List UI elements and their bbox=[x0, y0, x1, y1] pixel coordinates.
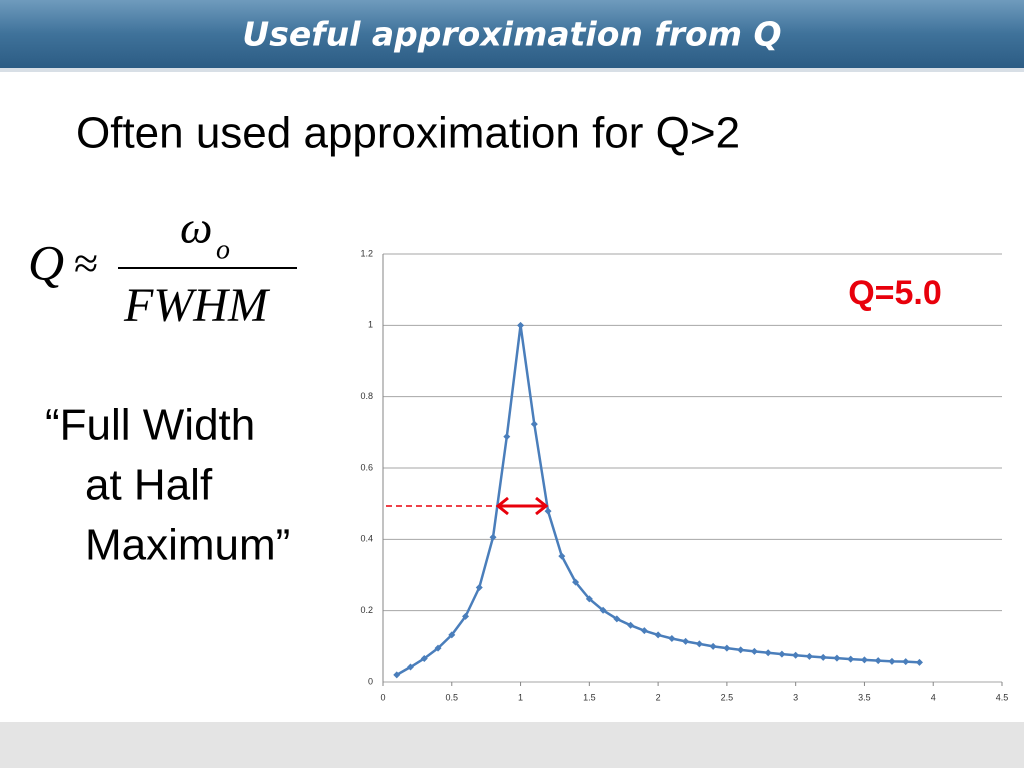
y-tick-label: 0.4 bbox=[360, 534, 373, 544]
data-point bbox=[778, 650, 786, 658]
data-point bbox=[572, 578, 580, 586]
footer-band bbox=[0, 722, 1024, 768]
data-point bbox=[847, 655, 855, 663]
data-point bbox=[558, 552, 566, 560]
data-point bbox=[613, 615, 621, 623]
formula-numerator: ω bbox=[180, 202, 212, 253]
data-point bbox=[833, 654, 841, 662]
data-point bbox=[750, 647, 758, 655]
data-point bbox=[860, 656, 868, 664]
formula-relation: ≈ bbox=[74, 239, 98, 288]
data-point bbox=[627, 621, 635, 629]
data-point bbox=[420, 654, 428, 662]
data-point bbox=[874, 657, 882, 665]
header-shadow bbox=[0, 68, 1024, 72]
data-point bbox=[792, 651, 800, 659]
data-point bbox=[393, 671, 401, 679]
x-tick-label: 1.5 bbox=[583, 692, 596, 702]
data-point bbox=[448, 631, 456, 639]
slide-title: Useful approximation from Q bbox=[242, 15, 781, 54]
data-point bbox=[819, 653, 827, 661]
chart: 0 0.2 0.4 0.6 0.8 1 1.2 0 0.5 1 1.5 2 2.5 3 3.5 4 4.5 bbox=[360, 248, 1008, 702]
x-tick-label: 0 bbox=[380, 692, 385, 702]
data-point bbox=[407, 663, 415, 671]
x-tick-label: 3.5 bbox=[858, 692, 871, 702]
data-point bbox=[915, 658, 923, 666]
x-tick-label: 4.5 bbox=[996, 692, 1009, 702]
data-point bbox=[503, 433, 511, 441]
data-point bbox=[489, 533, 497, 541]
x-tick-label: 4 bbox=[931, 692, 936, 702]
x-tick-label: 0.5 bbox=[446, 692, 459, 702]
data-point bbox=[530, 420, 538, 428]
fwhm-arrow bbox=[495, 496, 549, 516]
y-tick-label: 0.2 bbox=[360, 605, 373, 615]
formula-subscript: o bbox=[216, 234, 230, 265]
data-point bbox=[888, 657, 896, 665]
formula: Q ≈ ω o FWHM bbox=[28, 202, 297, 332]
data-point bbox=[709, 642, 717, 650]
y-tick-label: 0.6 bbox=[360, 462, 373, 472]
formula-lhs: Q bbox=[28, 234, 64, 290]
data-point bbox=[654, 631, 662, 639]
data-point bbox=[544, 507, 552, 515]
data-point bbox=[640, 627, 648, 635]
y-tick-label: 1 bbox=[368, 320, 373, 330]
quote: “Full Width at Half Maximum” bbox=[45, 401, 290, 570]
y-tick-label: 0.8 bbox=[360, 391, 373, 401]
x-tick-label: 3 bbox=[793, 692, 798, 702]
y-tick-label: 0 bbox=[368, 676, 373, 686]
data-point bbox=[805, 652, 813, 660]
data-point bbox=[682, 637, 690, 645]
x-tick-label: 1 bbox=[518, 692, 523, 702]
data-point bbox=[517, 321, 525, 329]
subtitle: Often used approximation for Q>2 bbox=[76, 109, 740, 158]
header-bar bbox=[0, 0, 1024, 68]
data-point bbox=[723, 644, 731, 652]
quote-line: “Full Width bbox=[45, 401, 255, 450]
data-point bbox=[668, 634, 676, 642]
data-point bbox=[434, 644, 442, 652]
x-tick-label: 2 bbox=[656, 692, 661, 702]
data-point bbox=[902, 658, 910, 666]
data-point bbox=[737, 646, 745, 654]
chart-annotation: Q=5.0 bbox=[848, 274, 942, 312]
data-point bbox=[475, 583, 483, 591]
quote-line: Maximum” bbox=[85, 521, 290, 570]
quote-line: at Half bbox=[85, 461, 213, 510]
y-tick-label: 1.2 bbox=[360, 248, 373, 258]
data-point bbox=[599, 606, 607, 614]
formula-denominator: FWHM bbox=[123, 279, 271, 332]
series-line bbox=[396, 325, 920, 676]
x-tick-label: 2.5 bbox=[721, 692, 734, 702]
data-point bbox=[462, 612, 470, 620]
data-point bbox=[695, 640, 703, 648]
data-point bbox=[585, 595, 593, 603]
data-point bbox=[764, 649, 772, 657]
